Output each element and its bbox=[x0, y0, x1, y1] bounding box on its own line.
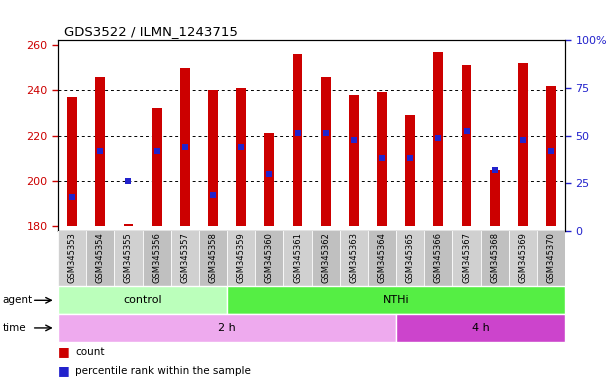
Text: ■: ■ bbox=[58, 345, 70, 358]
Text: ■: ■ bbox=[58, 364, 70, 377]
Bar bbox=[114, 231, 142, 286]
Text: GSM345366: GSM345366 bbox=[434, 232, 443, 283]
Bar bbox=[199, 231, 227, 286]
Bar bbox=[396, 314, 565, 342]
Bar bbox=[95, 76, 105, 226]
Text: GSM345362: GSM345362 bbox=[321, 232, 330, 283]
Bar bbox=[123, 224, 133, 226]
Text: GSM345355: GSM345355 bbox=[124, 232, 133, 283]
Bar bbox=[58, 286, 227, 314]
Bar bbox=[265, 133, 274, 226]
Bar bbox=[255, 231, 284, 286]
Text: 2 h: 2 h bbox=[218, 323, 236, 333]
Text: count: count bbox=[75, 347, 104, 357]
Text: GSM345364: GSM345364 bbox=[378, 232, 387, 283]
Bar bbox=[312, 231, 340, 286]
Text: GSM345363: GSM345363 bbox=[349, 232, 359, 283]
Bar bbox=[58, 231, 86, 286]
Bar bbox=[236, 88, 246, 226]
Text: GSM345354: GSM345354 bbox=[96, 232, 105, 283]
Bar bbox=[208, 90, 218, 226]
Text: GSM345361: GSM345361 bbox=[293, 232, 302, 283]
Text: NTHi: NTHi bbox=[383, 295, 409, 305]
Text: GSM345357: GSM345357 bbox=[180, 232, 189, 283]
Bar bbox=[481, 231, 509, 286]
Bar bbox=[142, 231, 170, 286]
Bar bbox=[433, 52, 444, 226]
Bar bbox=[518, 63, 528, 226]
Text: GSM345365: GSM345365 bbox=[406, 232, 415, 283]
Bar bbox=[405, 115, 415, 226]
Bar bbox=[58, 314, 396, 342]
Text: time: time bbox=[2, 323, 26, 333]
Bar bbox=[377, 93, 387, 226]
Bar bbox=[67, 97, 77, 226]
Bar bbox=[152, 108, 161, 226]
Text: percentile rank within the sample: percentile rank within the sample bbox=[75, 366, 251, 376]
Bar bbox=[396, 231, 424, 286]
Bar bbox=[86, 231, 114, 286]
Bar bbox=[284, 231, 312, 286]
Bar bbox=[340, 231, 368, 286]
Text: GSM345370: GSM345370 bbox=[547, 232, 555, 283]
Bar bbox=[170, 231, 199, 286]
Bar bbox=[227, 231, 255, 286]
Bar bbox=[349, 95, 359, 226]
Text: control: control bbox=[123, 295, 162, 305]
Text: GDS3522 / ILMN_1243715: GDS3522 / ILMN_1243715 bbox=[64, 25, 238, 38]
Text: GSM345356: GSM345356 bbox=[152, 232, 161, 283]
Bar bbox=[180, 68, 190, 226]
Bar bbox=[453, 231, 481, 286]
Bar bbox=[537, 231, 565, 286]
Bar bbox=[368, 231, 396, 286]
Bar bbox=[546, 86, 556, 226]
Text: GSM345358: GSM345358 bbox=[208, 232, 218, 283]
Text: agent: agent bbox=[2, 295, 32, 305]
Bar bbox=[490, 170, 500, 226]
Text: GSM345359: GSM345359 bbox=[236, 232, 246, 283]
Bar bbox=[293, 54, 302, 226]
Bar bbox=[321, 76, 331, 226]
Text: GSM345367: GSM345367 bbox=[462, 232, 471, 283]
Bar bbox=[424, 231, 453, 286]
Text: GSM345353: GSM345353 bbox=[68, 232, 76, 283]
Bar bbox=[227, 286, 565, 314]
Bar bbox=[509, 231, 537, 286]
Text: GSM345368: GSM345368 bbox=[490, 232, 499, 283]
Text: GSM345369: GSM345369 bbox=[518, 232, 527, 283]
Text: 4 h: 4 h bbox=[472, 323, 489, 333]
Text: GSM345360: GSM345360 bbox=[265, 232, 274, 283]
Bar bbox=[462, 65, 472, 226]
